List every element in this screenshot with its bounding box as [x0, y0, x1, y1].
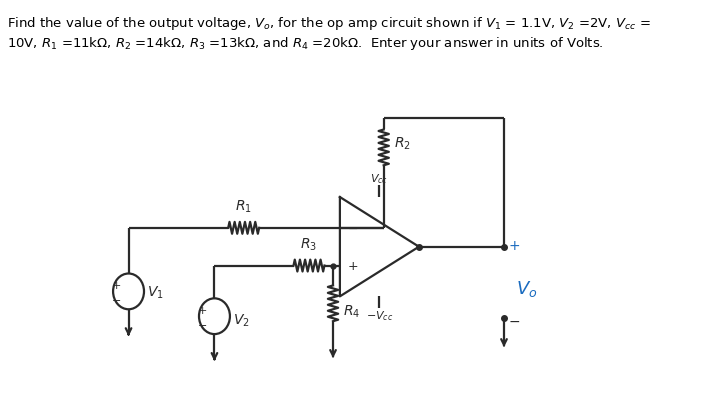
Text: $+$: $+$: [198, 304, 208, 315]
Text: $-$: $-$: [347, 222, 358, 235]
Text: $-$: $-$: [198, 318, 208, 328]
Text: $R_3$: $R_3$: [301, 236, 318, 252]
Text: $R_1$: $R_1$: [235, 198, 252, 214]
Text: Find the value of the output voltage, $V_o$, for the op amp circuit shown if $V_: Find the value of the output voltage, $V…: [6, 15, 651, 32]
Text: $-V_{cc}$: $-V_{cc}$: [365, 309, 393, 322]
Text: $V_o$: $V_o$: [516, 279, 538, 298]
Text: $-$: $-$: [112, 294, 122, 304]
Text: $R_4$: $R_4$: [343, 303, 360, 320]
Text: $R_2$: $R_2$: [394, 135, 411, 151]
Text: $+$: $+$: [508, 238, 520, 252]
Text: 10V, $R_1$ =11kΩ, $R_2$ =14kΩ, $R_3$ =13kΩ, and $R_4$ =20kΩ.  Enter your answer : 10V, $R_1$ =11kΩ, $R_2$ =14kΩ, $R_3$ =13…: [6, 35, 603, 52]
Text: $V_{cc}$: $V_{cc}$: [370, 172, 388, 185]
Text: $-$: $-$: [508, 313, 520, 327]
Text: $V_1$: $V_1$: [147, 284, 164, 300]
Text: $+$: $+$: [112, 279, 122, 290]
Text: $+$: $+$: [347, 260, 358, 273]
Text: $V_2$: $V_2$: [233, 312, 250, 328]
